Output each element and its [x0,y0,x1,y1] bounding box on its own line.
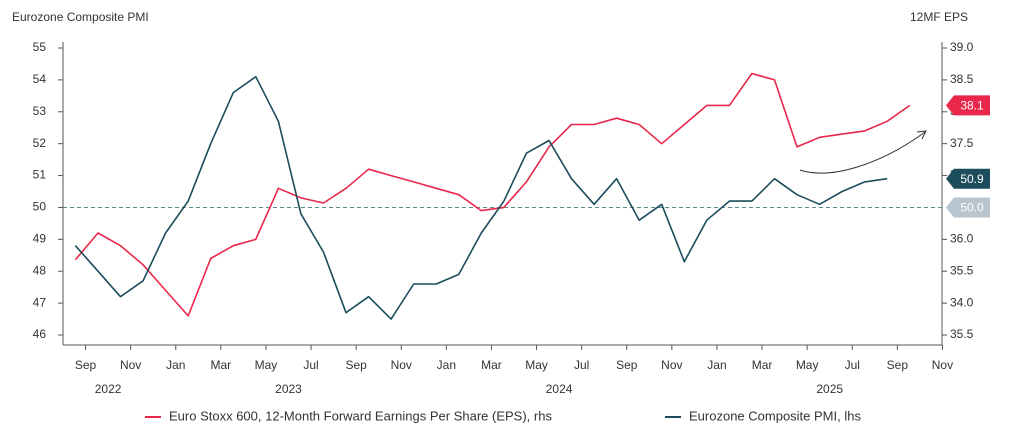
y2-tick-label: 35.5 [950,263,974,277]
y2-tick-label: 38.5 [950,72,974,86]
x-tick-label: Sep [75,358,97,372]
legend-label: Eurozone Composite PMI, lhs [689,408,861,423]
series-end-label: 50.9 [960,172,984,186]
y-tick-label: 49 [33,232,47,246]
y-tick-label: 46 [33,327,47,341]
x-tick-label: Sep [345,358,367,372]
series-line [74,72,911,317]
x-tick-label: May [796,358,819,372]
y-tick-label: 53 [33,104,47,118]
x-tick-label: Jul [303,358,318,372]
series-end-badge [946,168,990,189]
y-axis-title: Eurozone Composite PMI [12,10,149,24]
x-group-label: 2025 [816,382,843,396]
x-tick-label: Sep [616,358,638,372]
y-tick-label: 50 [33,200,47,214]
x-group-label: 2024 [546,382,573,396]
y2-tick-label: 37.5 [950,136,974,150]
y2-tick-label: 39.0 [950,40,974,54]
y2-axis-title: 12MF EPS [910,10,968,24]
trend-arrow [799,131,926,174]
y2-tick-label: 35.5 [950,327,974,341]
x-tick-label: Nov [391,358,412,372]
series-end-badge [946,95,990,116]
x-tick-label: Jul [845,358,860,372]
y-tick-label: 48 [33,263,47,277]
x-tick-label: Nov [120,358,141,372]
y-tick-label: 51 [33,168,47,182]
series-line [74,75,888,320]
x-tick-label: Mar [481,358,502,372]
series-end-label: 38.1 [960,99,984,113]
y2-tick-label: 36.0 [950,232,974,246]
x-group-label: 2023 [275,382,302,396]
y2-tick-label: 34.0 [950,295,974,309]
reference-label: 50.0 [960,201,984,215]
x-tick-label: Jan [166,358,185,372]
x-tick-label: Jan [437,358,456,372]
trend-arrow-head [916,130,927,140]
x-tick-label: Mar [752,358,773,372]
y-tick-label: 47 [33,295,47,309]
x-tick-label: Jul [574,358,589,372]
x-tick-label: Sep [887,358,909,372]
reference-badge [946,197,990,218]
x-tick-label: Nov [932,358,953,372]
x-tick-label: Jan [707,358,726,372]
x-tick-label: Mar [211,358,232,372]
y-tick-label: 52 [33,136,47,150]
legend-label: Euro Stoxx 600, 12-Month Forward Earning… [169,408,552,423]
x-tick-label: Nov [661,358,682,372]
x-group-label: 2022 [95,382,122,396]
y-tick-label: 55 [33,40,47,54]
y-tick-label: 54 [33,72,47,86]
x-tick-label: May [525,358,548,372]
x-tick-label: May [255,358,278,372]
